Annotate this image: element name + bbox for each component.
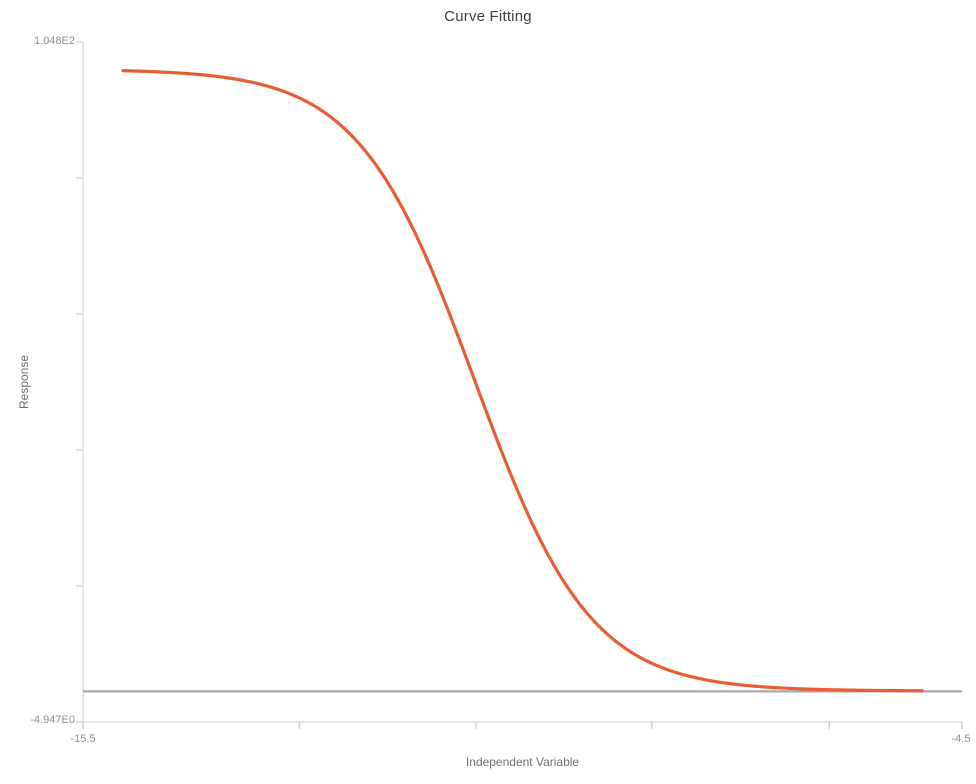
ticks-group [76, 41, 963, 729]
y-axis-min-label: -4.947E0 [30, 714, 75, 726]
chart-title: Curve Fitting [444, 8, 532, 25]
x-axis-title: Independent Variable [465, 755, 580, 769]
fitted-curve [121, 69, 924, 693]
x-axis-max-label: -4.5 [951, 733, 971, 745]
x-axis-min-label: -15.5 [70, 733, 96, 745]
y-axis-title: Response [17, 354, 31, 410]
axes-group [82, 42, 962, 729]
y-axis-max-label: 1.048E2 [34, 35, 75, 47]
